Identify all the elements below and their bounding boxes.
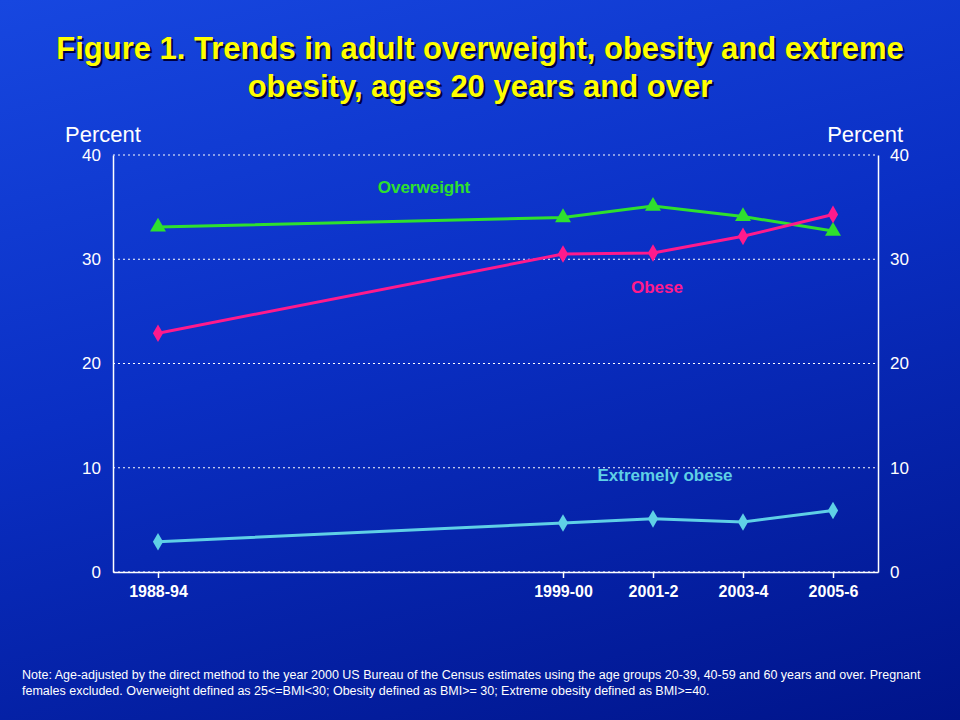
tick-label: 2005-6 (809, 583, 859, 600)
tick-mark (158, 572, 160, 578)
y2-axis: 0 10 20 30 40 (878, 146, 909, 582)
tick-label: 30 (890, 250, 909, 269)
tick-mark (833, 572, 835, 578)
grid-line (113, 467, 878, 468)
marker (558, 245, 568, 263)
marker (555, 208, 571, 222)
series-line (158, 510, 833, 541)
marker (825, 222, 841, 236)
marker (558, 514, 568, 532)
series-label: Obese (631, 278, 683, 297)
grid-line (113, 363, 878, 364)
tick-label: 40 (82, 146, 101, 165)
tick: 1999-00 (534, 572, 593, 600)
tick: 1988-94 (129, 572, 188, 600)
tick: 30 (878, 250, 909, 269)
tick-mark (653, 572, 655, 578)
tick: 10 (82, 459, 113, 478)
marker (648, 510, 658, 528)
marker (150, 218, 166, 232)
series-label: Extremely obese (597, 466, 732, 485)
plot-area (150, 197, 841, 551)
tick: 2005-6 (809, 572, 859, 600)
x-axis: 1988-94 1999-00 2001-2 2003-4 2005-6 (114, 572, 879, 600)
tick-label: 2003-4 (719, 583, 769, 600)
chart: 0 10 20 30 40 0 10 20 30 40 1988-94 1999-00 2001-2 20… (0, 0, 960, 720)
grid-line (113, 259, 878, 260)
axis-line (878, 156, 880, 573)
tick-label: 40 (890, 146, 909, 165)
axis-line (114, 572, 879, 574)
tick-label: 0 (92, 563, 101, 582)
tick: 20 (878, 354, 909, 373)
tick-label: 10 (890, 459, 909, 478)
y-axis-title: Percent (65, 122, 141, 147)
series-line (158, 206, 833, 231)
tick-mark (743, 572, 745, 578)
tick-label: 30 (82, 250, 101, 269)
tick-label: 1999-00 (534, 583, 593, 600)
tick: 30 (82, 250, 113, 269)
tick-label: 2001-2 (629, 583, 679, 600)
tick: 2001-2 (629, 572, 679, 600)
tick-mark (563, 572, 565, 578)
grid-line (113, 155, 878, 156)
tick: 0 (878, 563, 899, 582)
tick-label: 20 (890, 354, 909, 373)
tick: 10 (878, 459, 909, 478)
tick-label: 1988-94 (129, 583, 188, 600)
marker (738, 227, 748, 245)
grid-line (113, 572, 878, 573)
y2-axis-title: Percent (827, 122, 903, 147)
tick-label: 0 (890, 563, 899, 582)
marker (828, 206, 838, 224)
note: Note: Age-adjusted by the direct method … (22, 667, 942, 699)
series-label: Overweight (378, 178, 471, 197)
marker (153, 324, 163, 342)
tick: 40 (878, 146, 909, 165)
tick: 0 (92, 563, 113, 582)
marker (735, 207, 751, 221)
tick-label: 20 (82, 354, 101, 373)
grid (113, 155, 878, 572)
axis-line (113, 156, 115, 573)
title: Figure 1. Trends in adult overweight, ob… (20, 30, 940, 106)
marker (648, 244, 658, 262)
tick-label: 10 (82, 459, 101, 478)
tick: 40 (82, 146, 113, 165)
page: Figure 1. Trends in adult overweight, ob… (0, 0, 960, 720)
y-axis: 0 10 20 30 40 (82, 146, 113, 582)
marker (738, 513, 748, 531)
tick: 2003-4 (719, 572, 769, 600)
tick: 20 (82, 354, 113, 373)
marker (153, 533, 163, 551)
series-line (158, 214, 833, 333)
marker (828, 502, 838, 520)
marker (645, 197, 661, 211)
